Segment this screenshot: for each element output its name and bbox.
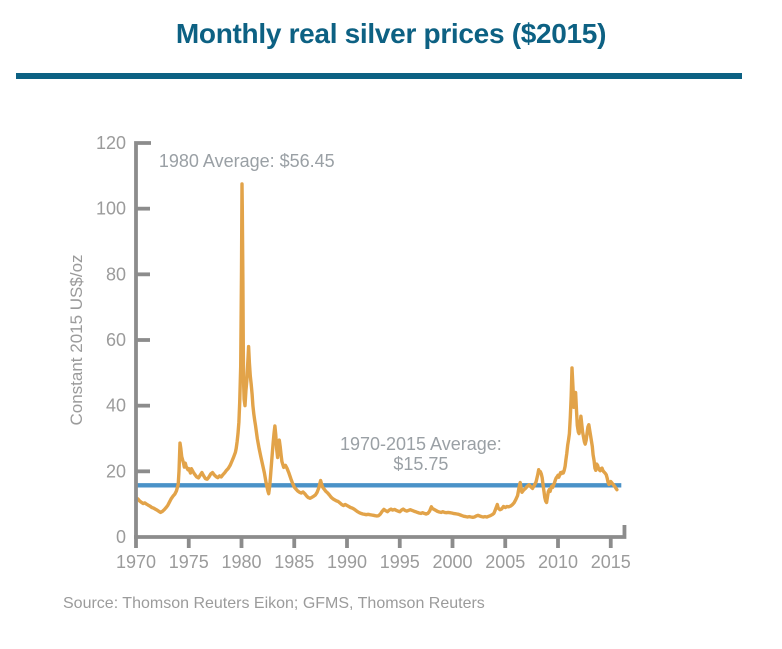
title-rule: [16, 73, 742, 79]
x-tick-label: 2015: [591, 552, 631, 572]
x-tick-label: 1980: [221, 552, 261, 572]
x-tick-label: 2010: [538, 552, 578, 572]
x-tick-label: 1990: [327, 552, 367, 572]
x-tick-label: 1995: [380, 552, 420, 572]
y-tick-label: 80: [106, 264, 126, 284]
chart-canvas: 0 20 40 60 80 100 120 1970 1975 1980 1985 1990 1995 2…: [67, 133, 631, 572]
y-axis-title: Constant 2015 US$/oz: [67, 254, 86, 425]
x-tick-label: 1970: [116, 552, 156, 572]
annotation-1970-2015-average: $15.75: [393, 454, 448, 474]
x-tick-label: 2005: [485, 552, 525, 572]
x-tick-label: 2000: [432, 552, 472, 572]
annotation-1970-2015-average: 1970-2015 Average:: [340, 434, 502, 454]
annotation-1980-average: 1980 Average: $56.45: [159, 151, 335, 171]
x-tick-label: 1975: [169, 552, 209, 572]
y-tick-label: 0: [116, 527, 126, 547]
x-tick-label: 1985: [274, 552, 314, 572]
y-tick-label: 40: [106, 396, 126, 416]
y-tick-label: 100: [96, 199, 126, 219]
page-title: Monthly real silver prices ($2015): [175, 18, 607, 49]
y-tick-label: 120: [96, 133, 126, 153]
x-axis: [134, 525, 627, 539]
y-tick-label: 60: [106, 330, 126, 350]
silver-price-chart: 0 20 40 60 80 100 120 1970 1975 1980 1985 1990 1995 2…: [0, 90, 782, 582]
silver-price-line: [134, 182, 619, 519]
y-tick-label: 20: [106, 461, 126, 481]
source-note: Source: Thomson Reuters Eikon; GFMS, Tho…: [63, 595, 485, 612]
y-axis: [134, 141, 151, 548]
